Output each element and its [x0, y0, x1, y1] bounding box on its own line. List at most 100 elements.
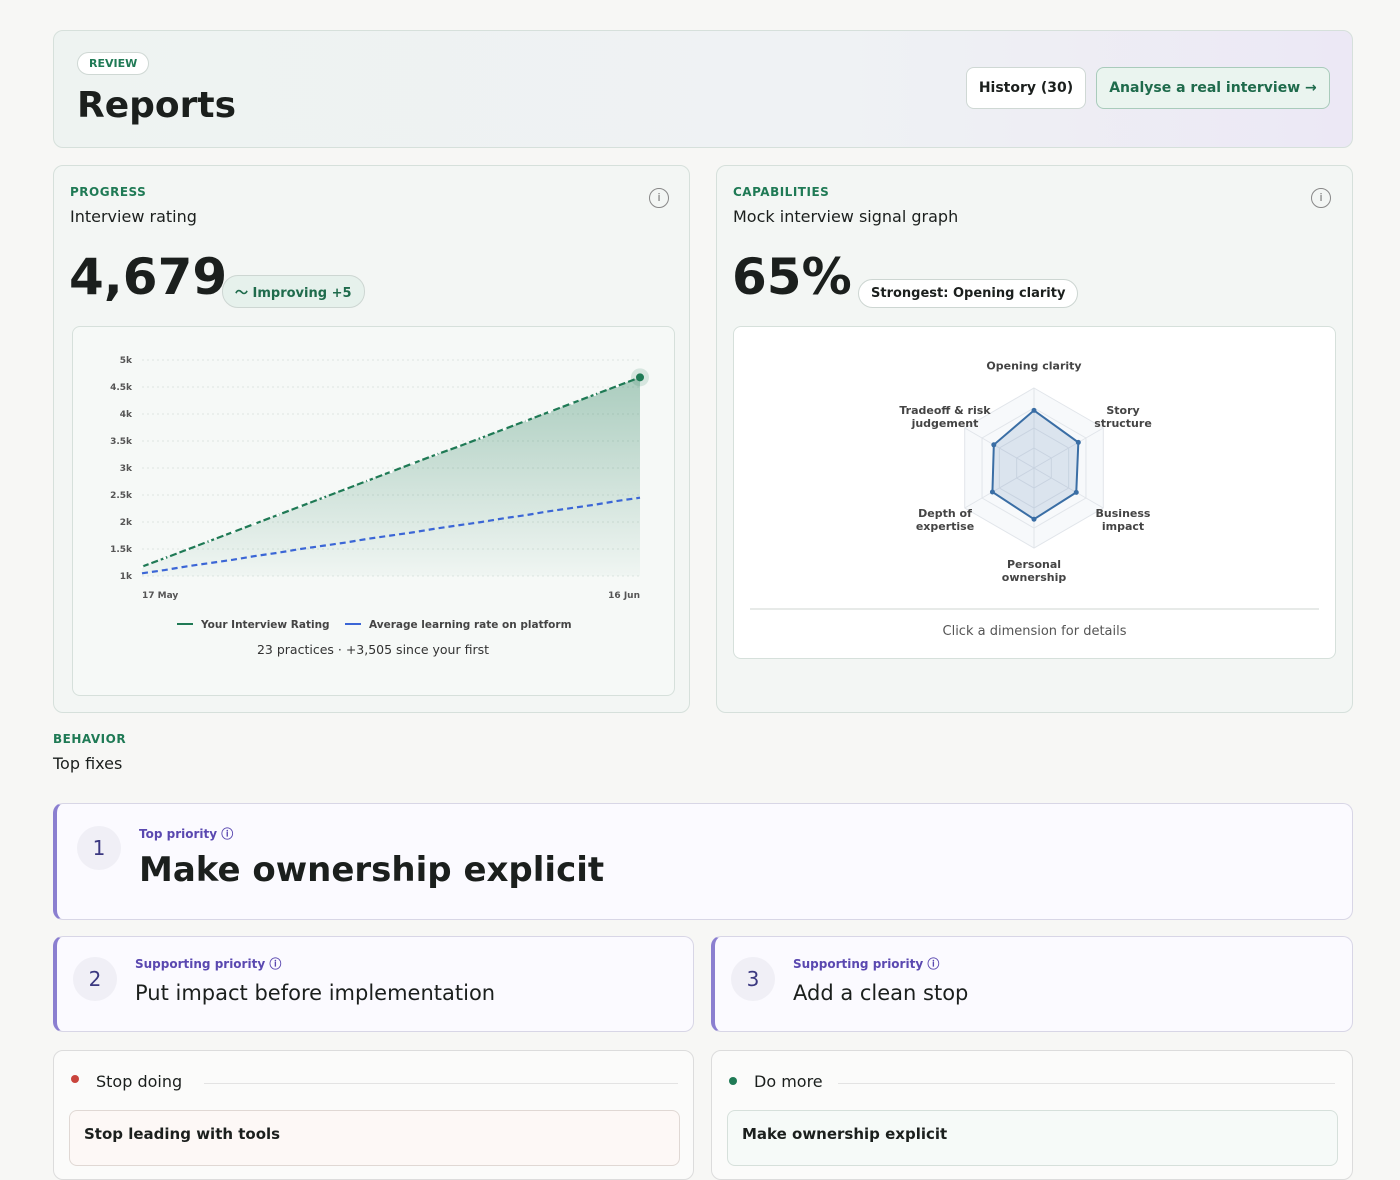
radar-point: [989, 489, 995, 495]
card-title: Interview rating: [70, 207, 197, 226]
point: [231, 530, 235, 534]
list-item[interactable]: Make ownership explicit: [727, 1110, 1338, 1166]
section-title: Top fixes: [53, 754, 123, 773]
y-tick-label: 4k: [120, 410, 133, 420]
y-tick-label: 5k: [120, 356, 133, 366]
dot: [729, 1077, 737, 1085]
legend-label: Your Interview Rating: [200, 619, 330, 631]
point: [185, 548, 189, 552]
point: [208, 539, 212, 543]
point: [480, 436, 484, 440]
rule: [204, 1083, 678, 1084]
dot: [71, 1075, 79, 1083]
priority-card[interactable]: 1 Top priority ⓘ Make ownership explicit: [53, 803, 1353, 920]
priority-tag: Supporting priority ⓘ: [793, 957, 940, 971]
radar-label[interactable]: Depth of expertise: [915, 507, 975, 533]
point: [457, 444, 461, 448]
point: [366, 478, 370, 482]
point: [593, 393, 597, 397]
info-icon[interactable]: i: [649, 188, 669, 208]
point: [321, 496, 325, 500]
point: [276, 513, 280, 517]
eyebrow: BEHAVIOR: [53, 732, 127, 746]
badge-text: Improving +5: [252, 286, 352, 301]
point: [502, 427, 506, 431]
x-tick-label: 16 Jun: [608, 591, 640, 601]
radar-point: [1073, 489, 1079, 495]
radar-point: [1031, 516, 1037, 522]
header: REVIEW Reports History (30) Analyse a re…: [53, 30, 1353, 148]
list-title: Do more: [754, 1072, 823, 1091]
point: [547, 410, 551, 414]
radar-spoke: [964, 467, 1035, 509]
radar-spoke: [964, 427, 1035, 469]
radar-label[interactable]: Tradeoff & risk judgement: [899, 404, 991, 430]
signal-value: 65%: [732, 248, 852, 306]
hint: Click a dimension for details: [942, 624, 1127, 639]
rule: [838, 1083, 1335, 1084]
line-chart: 1k 1.5k 2k 2.5k 3k 3.5k 4k 4.5k 5k 17 May 16 Jun Yo…: [110, 356, 649, 657]
series-line: [141, 496, 641, 575]
priority-tag: Top priority ⓘ: [139, 827, 234, 841]
priority-title: Make ownership explicit: [139, 850, 605, 890]
tag-text: Top priority: [139, 827, 218, 841]
radar-label[interactable]: Business impact: [1095, 507, 1151, 533]
progress-card: PROGRESS Interview rating i 4,679 〜 Impr…: [53, 165, 690, 713]
list-title: Stop doing: [96, 1072, 183, 1091]
y-tick-label: 1k: [120, 572, 133, 582]
info-icon[interactable]: i: [1311, 188, 1331, 208]
point: [412, 461, 416, 465]
point: [140, 565, 144, 569]
eyebrow: PROGRESS: [70, 185, 147, 199]
eyebrow: REVIEW: [77, 52, 150, 75]
point: [253, 522, 257, 526]
eyebrow: CAPABILITIES: [733, 185, 830, 199]
priority-title: Add a clean stop: [793, 981, 969, 1005]
tag-text: Supporting priority: [135, 957, 266, 971]
do-card: Do more Make ownership explicit: [711, 1050, 1353, 1180]
point: [434, 453, 438, 456]
button-label: Analyse a real interview: [1109, 80, 1301, 96]
rank: 3: [731, 957, 775, 1001]
history-button[interactable]: History (30): [966, 67, 1086, 109]
point: [163, 556, 167, 560]
tag-text: Supporting priority: [793, 957, 924, 971]
point: [525, 418, 529, 422]
radar-spoke: [1033, 467, 1104, 509]
y-tick-label: 1.5k: [110, 545, 133, 555]
radar-label[interactable]: Story structure: [1094, 404, 1152, 430]
radar-box: Click a dimension for details Opening cl…: [733, 326, 1336, 659]
point: [636, 373, 644, 382]
rank: 2: [73, 957, 117, 1001]
area: [142, 377, 640, 576]
radar-label[interactable]: Opening clarity: [986, 359, 1082, 373]
priority-card[interactable]: 2 Supporting priority ⓘ Put impact befor…: [53, 936, 694, 1032]
radar-label[interactable]: Personal ownership: [1001, 558, 1067, 584]
stop-card: Stop doing Stop leading with tools: [53, 1050, 694, 1180]
point: [298, 504, 302, 508]
radar-point: [991, 442, 997, 448]
badge: 〜 Improving +5: [222, 275, 365, 308]
chart-box: 1k 1.5k 2k 2.5k 3k 3.5k 4k 4.5k 5k 17 May 16 Jun Yo…: [72, 326, 675, 696]
chart-footer: 23 practices · +3,505 since your first: [257, 642, 489, 657]
page-title: Reports: [77, 85, 237, 126]
radar-spoke: [1033, 427, 1104, 469]
point: [389, 470, 393, 474]
y-tick-label: 4.5k: [110, 383, 133, 393]
point: [344, 487, 348, 491]
legend-label: Average learning rate on platform: [369, 619, 572, 631]
priority-card[interactable]: 3 Supporting priority ⓘ Add a clean stop: [711, 936, 1353, 1032]
radar-chart: [750, 387, 1319, 610]
rank: 1: [77, 826, 121, 870]
y-tick-label: 3.5k: [110, 437, 133, 447]
badge: Strongest: Opening clarity: [858, 279, 1079, 308]
y-tick-label: 2.5k: [110, 491, 133, 501]
capabilities-card: CAPABILITIES Mock interview signal graph…: [716, 165, 1353, 713]
radar-point: [1031, 407, 1037, 413]
analyse-button[interactable]: Analyse a real interview →: [1096, 67, 1330, 109]
list-item[interactable]: Stop leading with tools: [69, 1110, 680, 1166]
radar-point: [1075, 439, 1081, 445]
rating-value: 4,679: [69, 248, 228, 306]
point: [615, 384, 619, 388]
